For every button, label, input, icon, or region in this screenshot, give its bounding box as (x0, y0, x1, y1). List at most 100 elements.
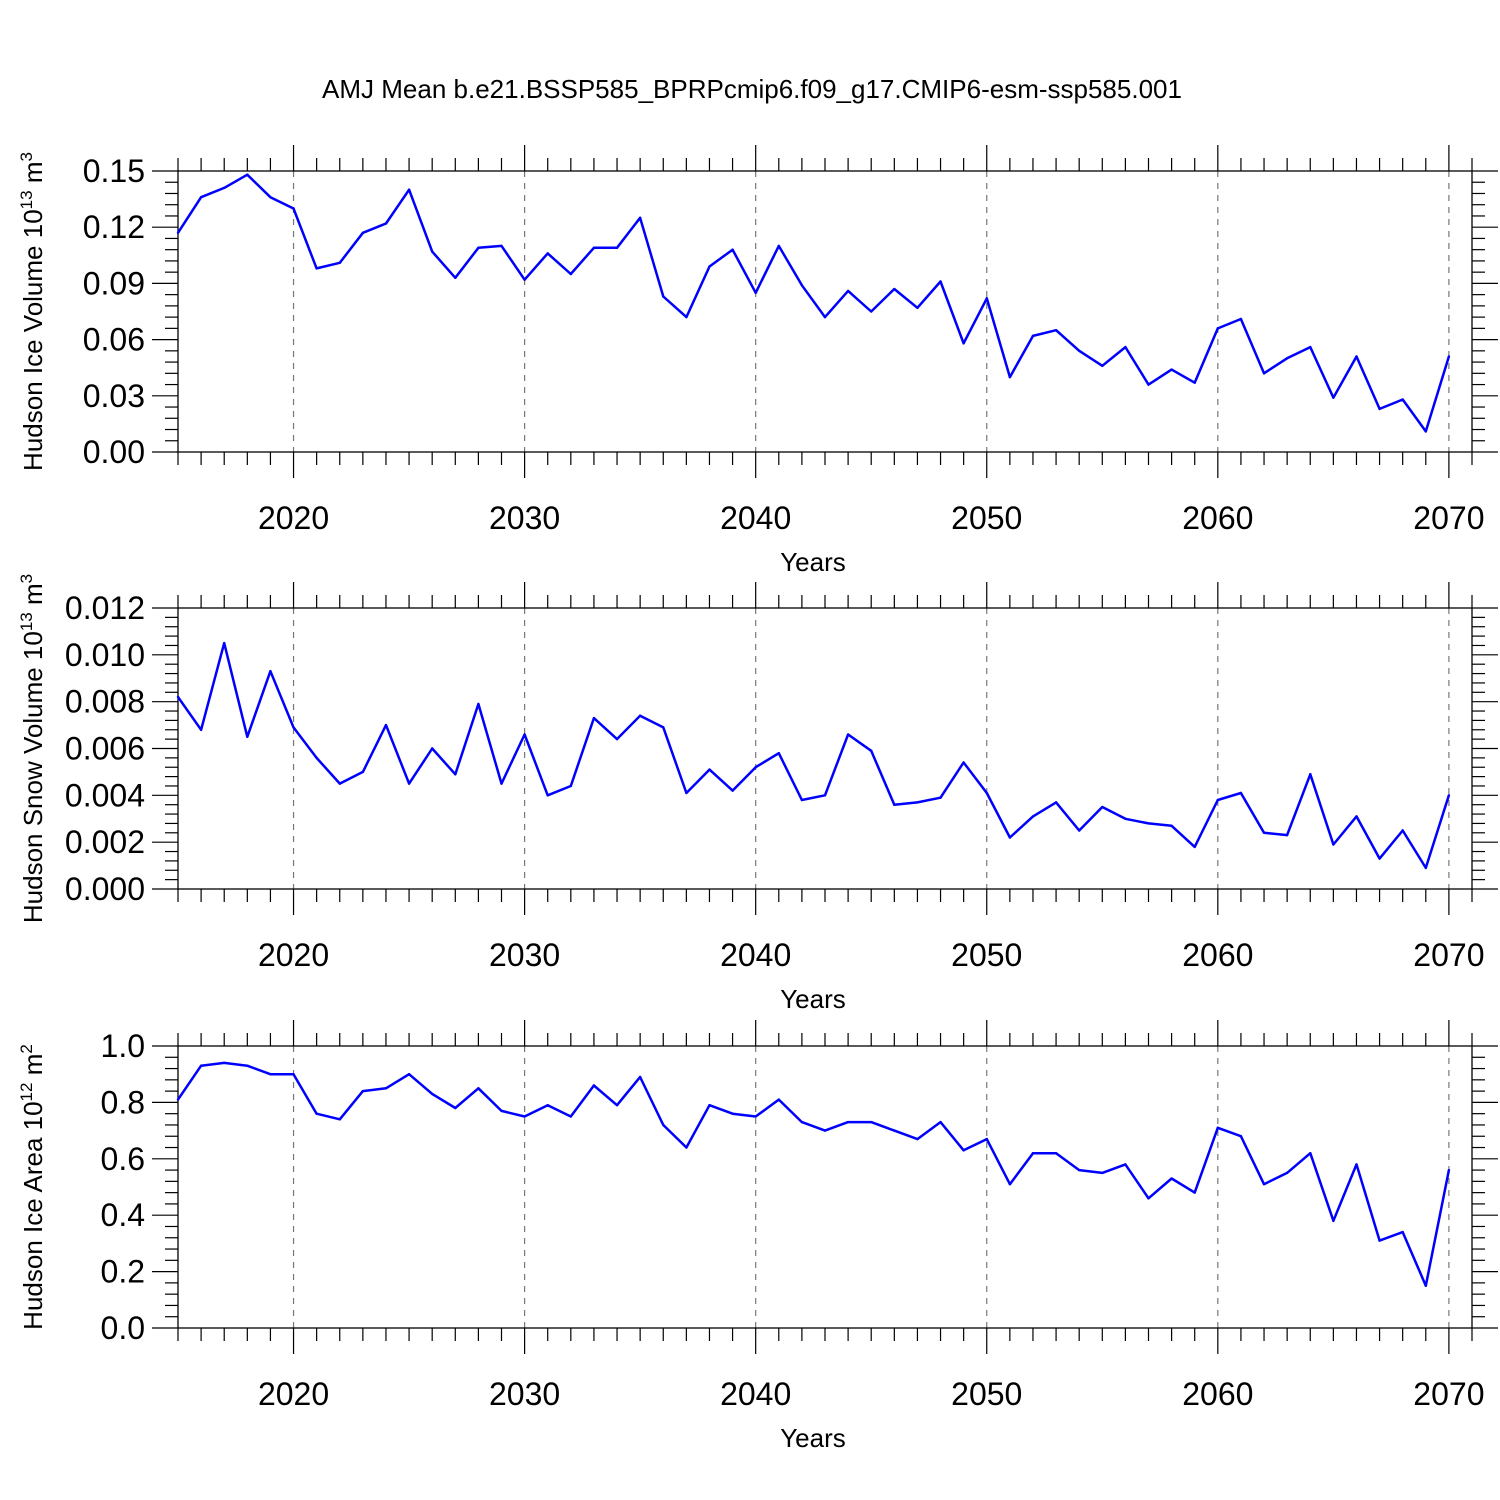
data-point (1378, 407, 1381, 411)
data-point (893, 287, 896, 291)
data-point (523, 1115, 526, 1118)
data-point (569, 1115, 573, 1118)
data-point (1077, 829, 1081, 832)
data-point (615, 737, 619, 741)
data-point (870, 749, 873, 753)
data-point (1378, 1239, 1381, 1242)
data-point (592, 1084, 596, 1087)
data-point (500, 1109, 503, 1113)
data-point (754, 766, 757, 769)
data-point (477, 1087, 480, 1090)
y-axis-label-exponent: 12 (17, 1083, 36, 1102)
x-tick-label: 2030 (489, 500, 560, 536)
data-point (1216, 1126, 1220, 1129)
data-point (1424, 866, 1427, 870)
x-tick-label: 2060 (1182, 937, 1253, 973)
data-point (823, 794, 827, 797)
data-point (1355, 815, 1358, 818)
data-point (338, 1118, 341, 1121)
data-point (246, 1064, 249, 1067)
x-tick-label: 2060 (1182, 1376, 1253, 1412)
data-point (685, 791, 688, 795)
y-tick-label: 0.15 (83, 153, 145, 189)
data-point (1355, 355, 1358, 358)
data-point (846, 1120, 850, 1124)
data-point (569, 784, 573, 788)
y-axis-label-exponent: 13 (17, 612, 36, 631)
y-axis-label-unit-exponent: 3 (17, 574, 36, 583)
y-axis-label-unit: m (18, 583, 48, 612)
data-point (246, 735, 249, 738)
data-point (1378, 857, 1381, 860)
x-tick-label: 2050 (951, 500, 1022, 536)
data-point (292, 726, 295, 729)
data-point (338, 261, 341, 264)
data-point (708, 1104, 711, 1107)
data-point (269, 196, 272, 199)
data-point (846, 289, 850, 293)
data-point (1239, 791, 1243, 795)
x-tick-label: 2050 (951, 937, 1022, 973)
data-point (592, 246, 596, 250)
data-point (1285, 357, 1289, 360)
data-point (1262, 1182, 1266, 1186)
x-axis-label: Years (780, 984, 846, 1014)
data-point (708, 265, 711, 268)
data-point (985, 297, 988, 300)
data-point (1424, 1284, 1427, 1287)
data-point (223, 1061, 226, 1065)
data-point (1077, 349, 1081, 353)
x-tick-label: 2020 (258, 500, 329, 536)
data-point (1008, 1182, 1012, 1186)
data-point (800, 798, 804, 802)
data-point (454, 276, 457, 279)
data-point (223, 641, 226, 645)
data-point (800, 284, 804, 287)
data-point (546, 794, 549, 797)
data-point (754, 291, 757, 294)
data-point (615, 1104, 619, 1107)
data-point (223, 186, 226, 190)
data-point (1262, 372, 1266, 375)
y-axis-label-unit: m (18, 1054, 48, 1083)
data-point (685, 315, 688, 319)
chart-panel-2: 0.000 0.002 0.004 0.006 0.008 0.010 0.012 2020 2… (17, 574, 1498, 1014)
data-point (477, 246, 480, 250)
data-point (361, 770, 365, 774)
x-tick-label: 2030 (489, 937, 560, 973)
x-tick-label: 2060 (1182, 500, 1253, 536)
data-point (315, 267, 318, 270)
y-axis-label-unit: m (18, 162, 48, 191)
y-tick-label: 0.03 (83, 378, 145, 414)
data-point (1101, 1171, 1104, 1175)
data-point (1424, 430, 1427, 433)
data-point (1054, 801, 1058, 804)
data-point (1216, 327, 1220, 330)
data-point (1447, 794, 1451, 797)
y-tick-label: 0.09 (83, 265, 145, 301)
data-point (546, 252, 549, 255)
data-point (430, 250, 434, 253)
data-point (361, 1089, 365, 1093)
y-axis-label-text: Hudson Ice Volume 10 (18, 209, 48, 471)
y-tick-label: 0.06 (83, 322, 145, 358)
data-point (1239, 1135, 1243, 1138)
y-axis-label: Hudson Snow Volume 1013 m3 (17, 574, 48, 923)
chart-panel-3: 0.0 0.2 0.4 0.6 0.8 1.0 2020 2030 2040 2050 2060 20… (17, 1020, 1498, 1453)
x-tick-label: 2020 (258, 937, 329, 973)
data-point (546, 1104, 549, 1107)
data-point (1216, 798, 1220, 802)
data-point (939, 1120, 942, 1124)
data-point (916, 801, 919, 804)
data-point (407, 1073, 411, 1076)
x-tick-label: 2040 (720, 500, 791, 536)
data-point (1262, 831, 1266, 834)
data-point (176, 1098, 180, 1101)
data-point (1124, 345, 1127, 349)
data-point (939, 280, 942, 283)
data-point (662, 726, 665, 729)
data-point (1054, 1151, 1058, 1155)
x-axis-label: Years (780, 547, 846, 577)
x-tick-label: 2040 (720, 1376, 791, 1412)
